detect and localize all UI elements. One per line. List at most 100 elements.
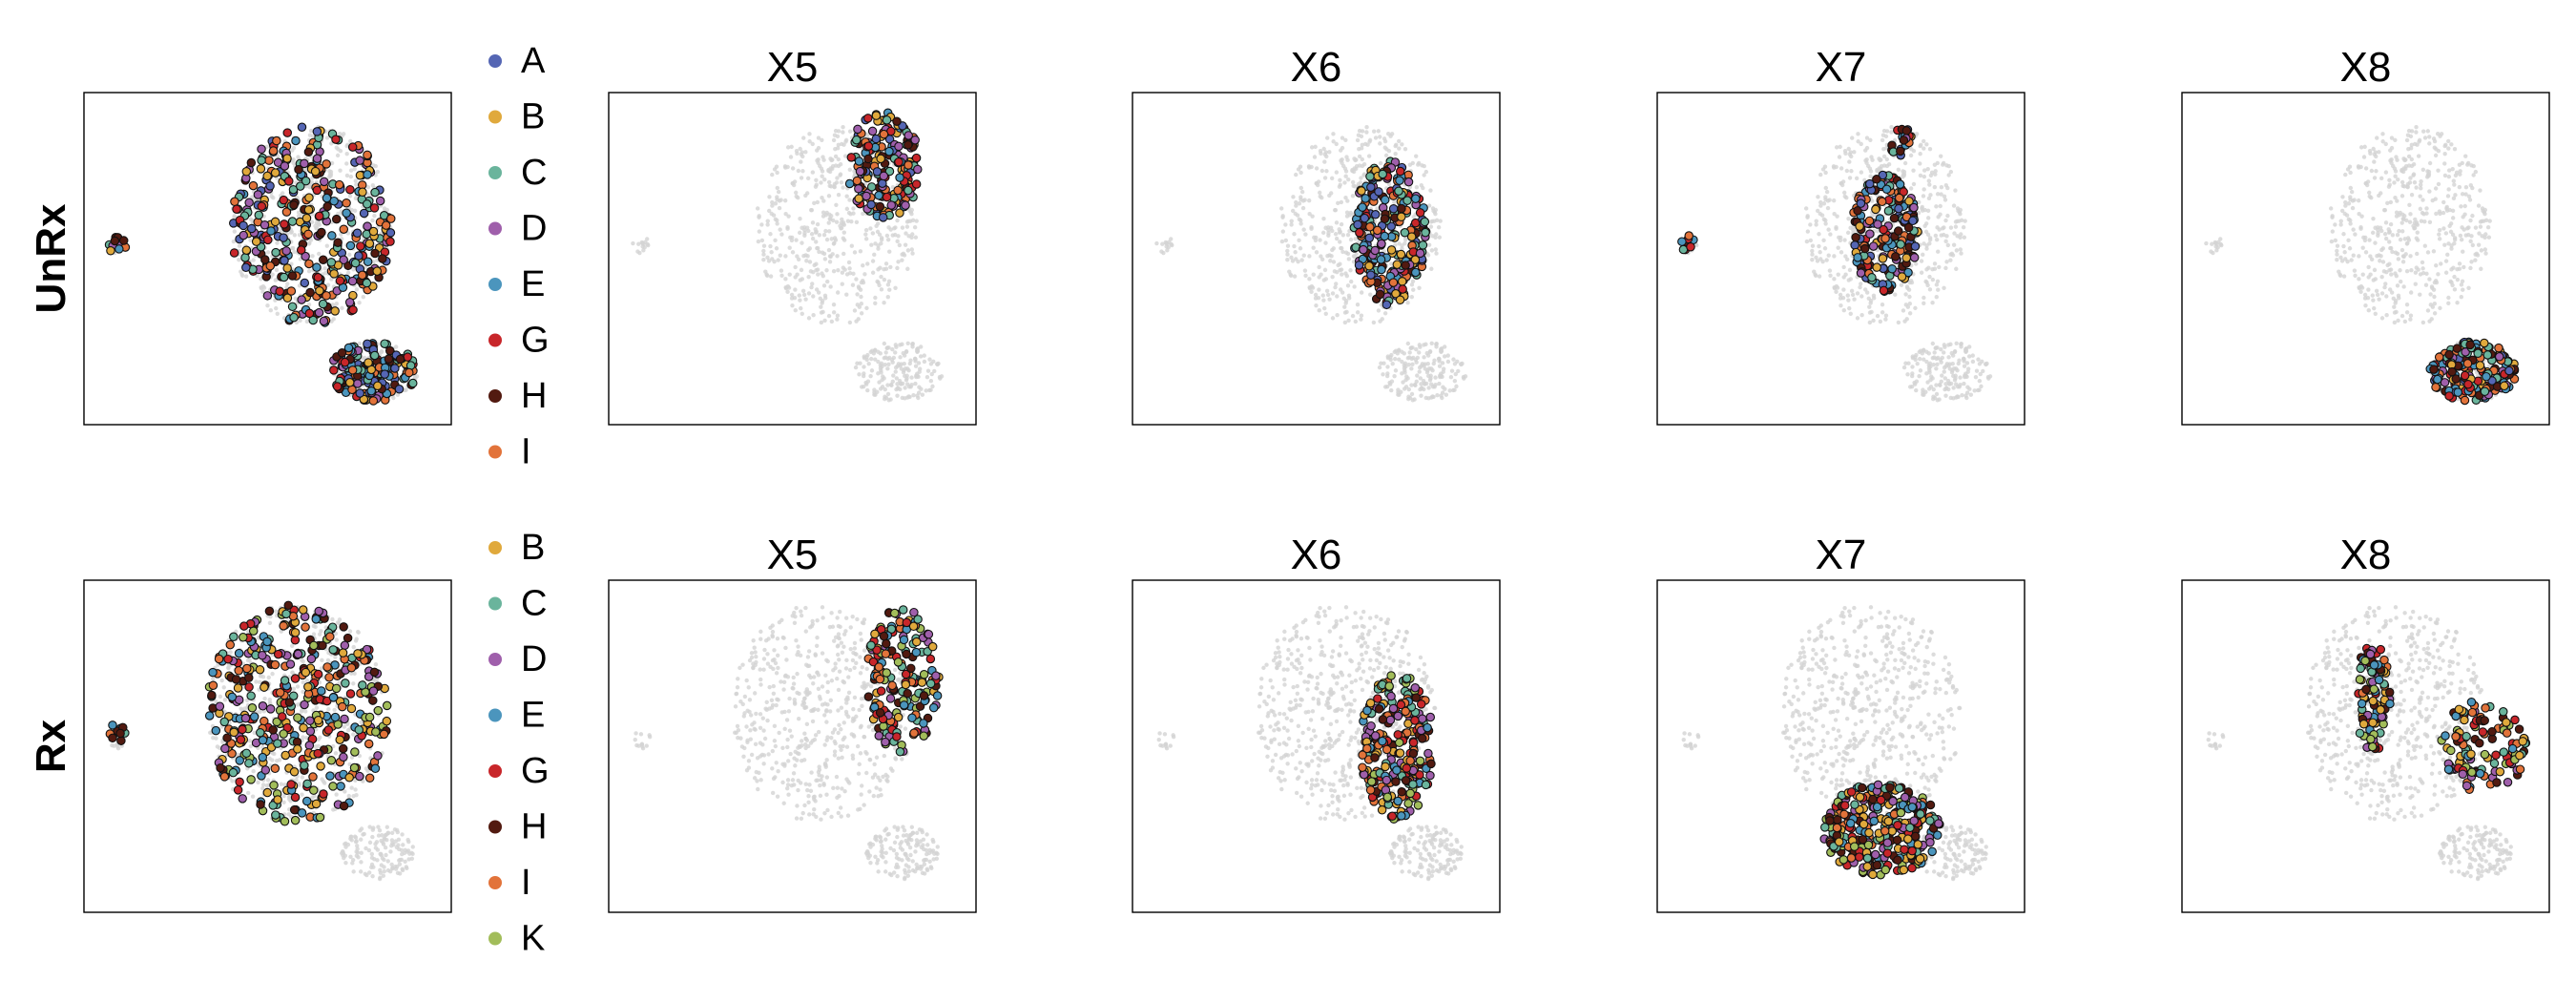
background-point	[645, 237, 650, 241]
background-point	[1901, 308, 1906, 313]
background-point	[834, 219, 840, 224]
highlight-point	[911, 179, 922, 189]
background-point	[2401, 284, 2406, 289]
background-point	[308, 128, 314, 134]
background-point	[1330, 247, 1335, 253]
background-point	[1404, 374, 1409, 379]
background-point	[904, 231, 908, 236]
background-point	[822, 257, 828, 261]
highlight-point	[1883, 206, 1894, 216]
background-point	[900, 225, 905, 230]
background-point	[322, 266, 327, 271]
background-point	[2409, 192, 2415, 198]
background-point	[2419, 186, 2423, 191]
background-point	[2413, 282, 2418, 286]
background-point	[1342, 320, 1348, 325]
background-point	[2483, 235, 2487, 240]
highlight-point	[282, 293, 293, 303]
background-point	[806, 291, 812, 296]
background-point	[2341, 274, 2347, 279]
background-point	[854, 277, 859, 282]
background-point	[789, 144, 794, 150]
background-point	[1827, 268, 1833, 273]
background-point	[1952, 378, 1958, 383]
background-point	[2415, 230, 2420, 235]
background-point	[2436, 181, 2441, 187]
highlight-point	[303, 205, 314, 215]
highlight-point	[372, 266, 383, 276]
background-point	[810, 170, 816, 175]
highlight-point	[1388, 278, 1399, 287]
highlight-point	[2447, 366, 2457, 377]
background-point	[785, 164, 790, 170]
background-point	[2420, 167, 2426, 172]
background-point	[922, 359, 927, 365]
highlight-point	[390, 364, 400, 373]
highlight-point	[854, 157, 864, 166]
background-point	[1824, 189, 1830, 195]
background-point	[2455, 301, 2460, 305]
background-point	[265, 250, 271, 255]
highlight-point	[1887, 264, 1897, 274]
highlight-point	[892, 116, 902, 126]
highlight-point	[862, 191, 871, 201]
panel-unrx-3: X7	[1656, 44, 2025, 426]
background-point	[888, 264, 893, 270]
background-point	[1329, 254, 1334, 259]
background-point	[793, 308, 798, 313]
background-point	[913, 356, 918, 362]
background-point	[2401, 184, 2407, 189]
background-point	[859, 302, 864, 306]
background-point	[800, 311, 804, 316]
panel-title: X8	[2340, 44, 2392, 91]
background-point	[798, 146, 802, 152]
background-point	[773, 201, 779, 206]
background-point	[1952, 349, 1958, 355]
background-point	[1330, 316, 1336, 321]
highlight-point	[106, 246, 115, 256]
highlight-point	[894, 157, 904, 167]
highlight-point	[874, 191, 883, 200]
background-point	[1845, 230, 1851, 236]
highlight-point	[326, 258, 337, 267]
background-point	[2465, 162, 2470, 167]
background-point	[1879, 166, 1883, 172]
background-point	[1353, 319, 1359, 324]
highlight-point	[1397, 212, 1406, 221]
background-point	[902, 253, 907, 258]
background-point	[835, 317, 840, 322]
background-point	[917, 385, 922, 389]
background-point	[840, 270, 845, 275]
background-point	[1378, 160, 1383, 166]
background-point	[824, 237, 830, 242]
background-point	[237, 243, 242, 248]
highlight-point	[241, 166, 252, 177]
background-point	[1292, 232, 1297, 237]
background-point	[1823, 170, 1828, 176]
background-point	[2433, 197, 2438, 201]
background-point	[786, 214, 791, 219]
highlight-point	[297, 122, 307, 132]
background-point	[1946, 173, 1951, 177]
background-point	[1346, 177, 1351, 182]
background-point	[2363, 166, 2369, 171]
background-point	[925, 368, 931, 373]
background-point	[2387, 287, 2393, 292]
background-point	[835, 290, 841, 295]
background-point	[1353, 237, 1358, 241]
panel-unrx-0	[83, 92, 452, 426]
background-point	[895, 239, 900, 244]
background-point	[829, 157, 834, 163]
panel-frame	[1656, 92, 2025, 426]
background-point	[1976, 357, 1981, 362]
highlight-point	[375, 196, 385, 206]
background-point	[2405, 240, 2410, 245]
highlight-point	[329, 269, 339, 279]
background-point	[845, 219, 851, 223]
background-point	[767, 195, 772, 199]
background-point	[1817, 232, 1821, 237]
highlight-point	[364, 239, 375, 248]
background-point	[1946, 355, 1951, 360]
background-point	[1338, 240, 1342, 244]
background-point	[1285, 257, 1290, 262]
